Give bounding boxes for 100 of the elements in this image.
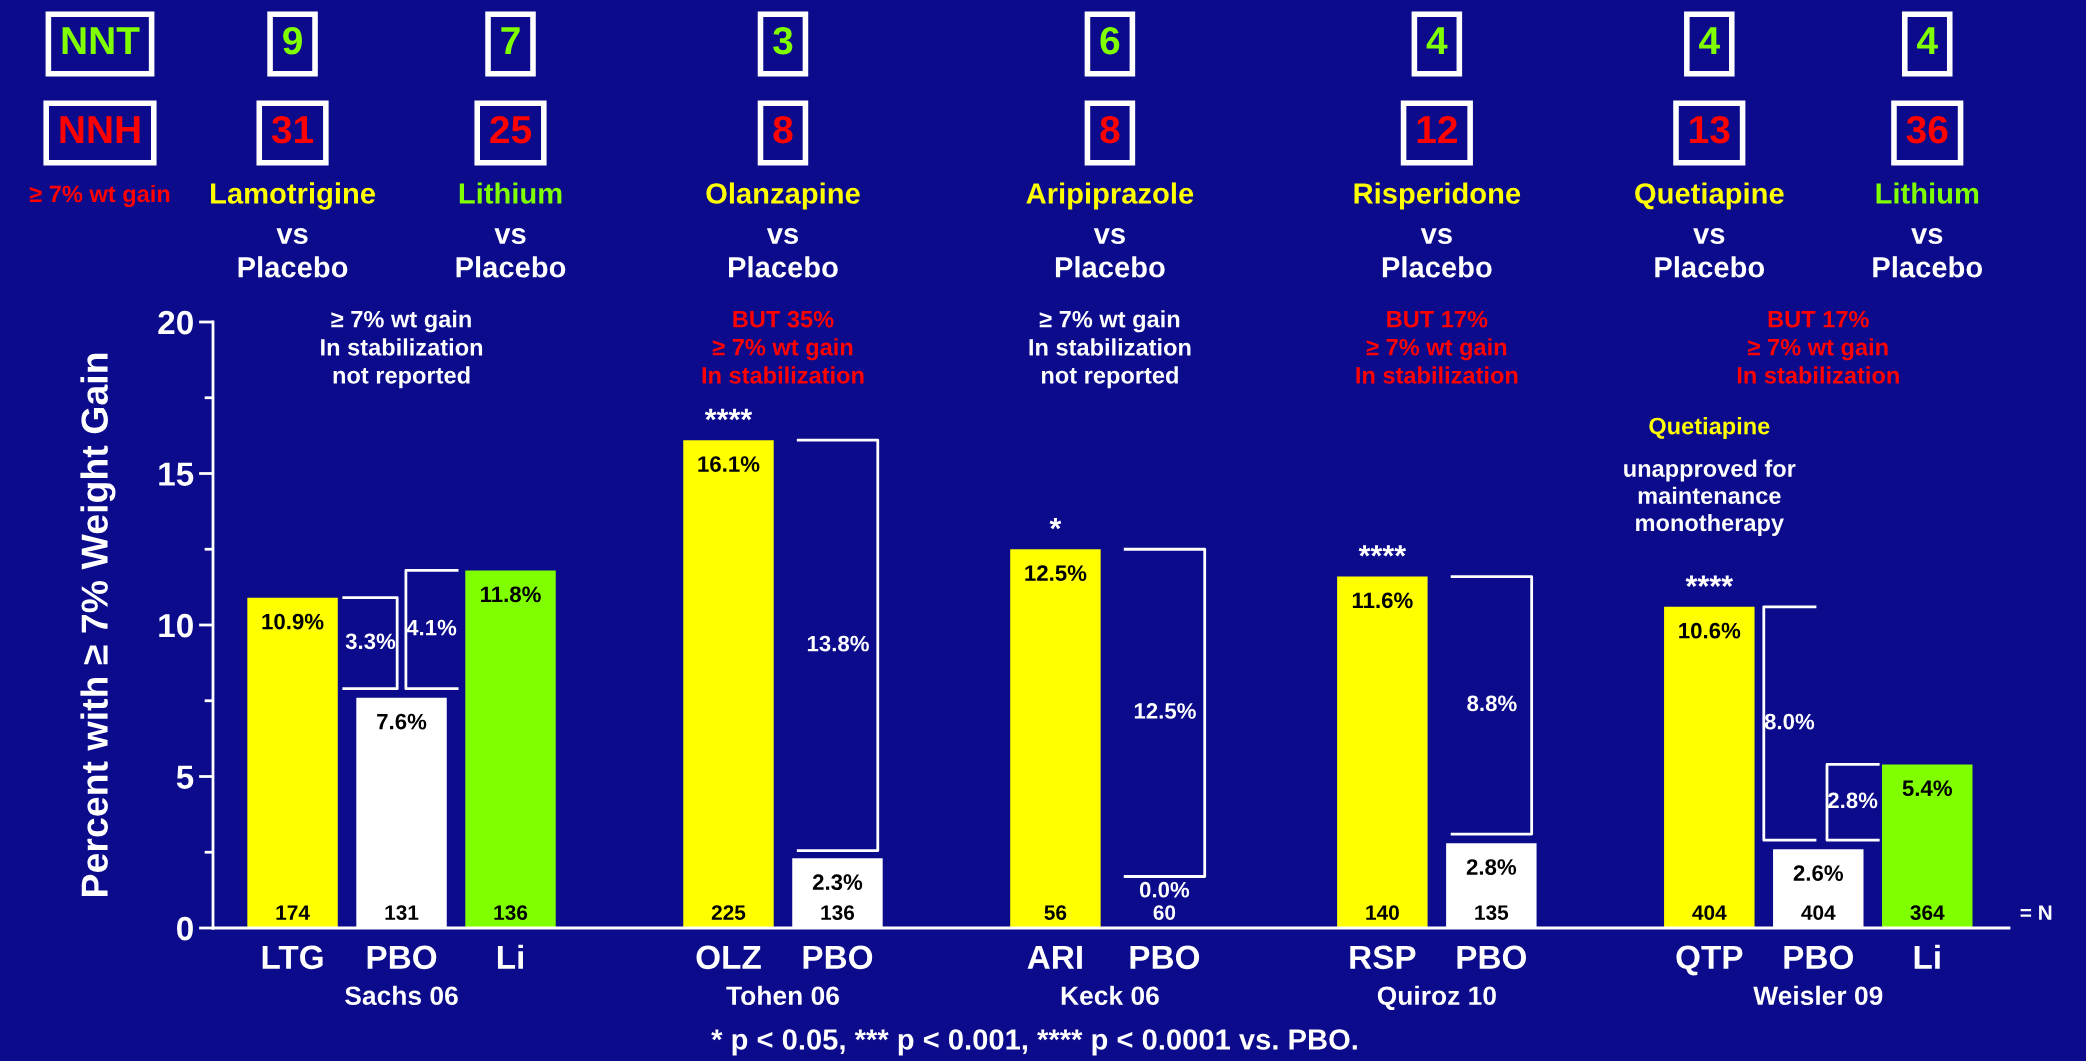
text: Lamotrigine: [211, 182, 376, 210]
x-tick-label: PBO: [803, 945, 873, 970]
annotation: 60: [1153, 905, 1176, 920]
data-label: 10.9%: [262, 613, 324, 630]
annotation: 135: [1475, 905, 1509, 920]
annotation: 13.8%: [807, 635, 869, 652]
annotation: 131: [385, 905, 419, 920]
text: Aripiprazole: [1026, 182, 1194, 210]
y-tick-label: 0: [177, 916, 193, 941]
bar: [1664, 606, 1755, 928]
y-tick-label: 20: [158, 310, 193, 335]
annotation: 56: [1044, 905, 1067, 920]
text: Risperidone: [1354, 182, 1521, 210]
annotation: 8.0%: [1764, 713, 1815, 730]
text: 25: [490, 115, 532, 144]
annotation: unapproved for maintenance monotherapy: [1624, 459, 1796, 536]
y-tick-label: 10: [159, 613, 193, 638]
annotation: BUT 17% ≥ 7% wt gain In stabilization: [1737, 310, 1899, 384]
text: 8: [773, 115, 793, 144]
data-label: 11.8%: [481, 586, 541, 603]
data-label: 0.0%: [1139, 881, 1190, 898]
data-label: 12.5%: [1025, 565, 1087, 581]
bar: [465, 570, 556, 928]
text: 7: [501, 27, 520, 55]
text: vs Placebo: [1873, 228, 1983, 278]
annotation: 174: [276, 905, 310, 920]
bar: [683, 440, 774, 928]
x-tick-label: LTG: [262, 945, 323, 970]
annotation: 404: [1692, 905, 1727, 920]
text: = N: [2020, 905, 2052, 920]
data-label: 7.6%: [377, 713, 427, 730]
text: Lithium: [1876, 182, 1979, 204]
x-tick-label: PBO: [1130, 945, 1200, 970]
text: 4: [1917, 27, 1938, 55]
y-tick-label: 5: [176, 765, 194, 789]
annotation: BUT 17% ≥ 7% wt gain In stabilization: [1356, 310, 1518, 384]
text: Quiroz 10: [1377, 985, 1496, 1011]
y-axis-title: Percent with ≥ 7% Weight Gain: [80, 353, 116, 897]
data-label: 2.8%: [1466, 859, 1517, 875]
annotation: 404: [1801, 905, 1836, 920]
x-tick-label: PBO: [367, 945, 437, 970]
annotation: ****: [704, 408, 753, 421]
data-label: 2.3%: [812, 874, 863, 891]
text: 12: [1417, 115, 1457, 144]
annotation: ****: [1358, 545, 1407, 557]
annotation: 8.8%: [1467, 695, 1517, 712]
bar: [1337, 576, 1428, 928]
text: 36: [1906, 115, 1948, 144]
x-tick-label: OLZ: [696, 945, 761, 970]
text: 3: [773, 26, 793, 55]
text: vs Placebo: [729, 228, 838, 278]
text: 8: [1100, 115, 1120, 144]
text: vs Placebo: [1382, 228, 1492, 278]
text: 6: [1100, 26, 1120, 55]
annotation: BUT 35% ≥ 7% wt gain In stabilization: [702, 310, 864, 384]
annotation: 2.8%: [1828, 792, 1878, 809]
text: ≥ 7% wt gain: [29, 184, 170, 208]
text: Quetiapine: [1635, 182, 1784, 210]
x-tick-label: ARI: [1027, 945, 1082, 969]
annotation: ≥ 7% wt gain In stabilization not reported: [321, 310, 483, 389]
text: vs Placebo: [456, 228, 566, 278]
bar: [247, 597, 338, 928]
text: 4: [1699, 27, 1720, 55]
text: 13: [1690, 115, 1730, 144]
text: 31: [271, 115, 314, 144]
x-tick-label: QTP: [1676, 945, 1743, 976]
annotation: 364: [1910, 905, 1945, 920]
annotation: *: [1049, 517, 1062, 530]
annotation: ****: [1685, 575, 1734, 587]
x-tick-label: Li: [497, 944, 523, 969]
x-tick-label: PBO: [1784, 945, 1853, 970]
annotation: ≥ 7% wt gain In stabilization not reported: [1029, 310, 1191, 389]
text: 4: [1426, 27, 1448, 55]
text: Keck 06: [1061, 985, 1159, 1006]
data-label: 11.6%: [1352, 592, 1413, 609]
text: NNH: [60, 116, 140, 144]
data-label: 16.1%: [698, 456, 760, 472]
annotation: 4.1%: [406, 619, 457, 636]
text: * p < 0.05, *** p < 0.001, **** p < 0.0001 vs. PBO.: [711, 1029, 1357, 1056]
annotation: Quetiapine: [1649, 417, 1770, 440]
text: Tohen 06: [726, 985, 839, 1006]
y-tick-label: 15: [159, 462, 194, 486]
annotation: 140: [1366, 905, 1399, 920]
bar: [1010, 549, 1101, 928]
text: vs Placebo: [238, 228, 348, 278]
text: Sachs 06: [345, 985, 458, 1006]
data-label: 5.4%: [1902, 780, 1953, 797]
annotation: 12.5%: [1134, 703, 1196, 719]
annotation: 136: [821, 905, 855, 920]
bar: [1882, 764, 1973, 928]
text: Lithium: [459, 182, 562, 204]
x-tick-label: RSP: [1350, 945, 1416, 970]
text: vs Placebo: [1055, 228, 1165, 278]
data-label: 2.6%: [1793, 865, 1844, 881]
text: 9: [283, 26, 302, 55]
text: vs Placebo: [1655, 228, 1765, 278]
x-tick-label: PBO: [1457, 945, 1527, 970]
annotation: 3.3%: [345, 633, 396, 650]
annotation: 225: [711, 905, 746, 920]
data-label: 10.6%: [1679, 622, 1741, 639]
